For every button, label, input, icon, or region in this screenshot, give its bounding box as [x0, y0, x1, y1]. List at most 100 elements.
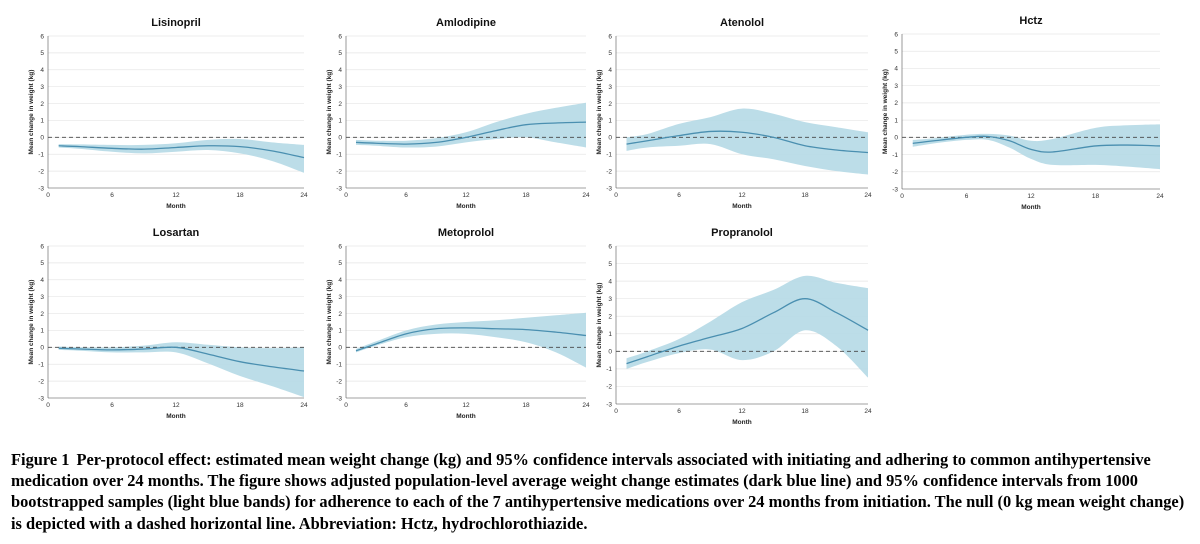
x-tick-label: 6: [110, 402, 114, 409]
x-tick-label: 18: [1092, 193, 1100, 200]
x-tick-label: 0: [344, 192, 348, 199]
x-axis-label: Month: [456, 203, 476, 210]
y-tick-label: 0: [338, 135, 342, 142]
y-tick-label: 3: [338, 294, 342, 301]
y-axis-label: Mean change in weight (kg): [596, 283, 603, 368]
y-axis-label: Mean change in weight (kg): [596, 70, 603, 155]
y-tick-label: -3: [336, 185, 342, 192]
x-tick-label: 12: [462, 402, 470, 409]
y-axis-label: Mean change in weight (kg): [326, 280, 333, 365]
y-tick-label: 5: [608, 50, 612, 57]
x-tick-label: 0: [46, 402, 50, 409]
y-tick-label: -3: [336, 395, 342, 402]
x-tick-label: 24: [300, 192, 308, 199]
figure-label: Figure 1: [11, 450, 70, 469]
x-tick-label: 12: [738, 192, 746, 199]
y-tick-label: -1: [606, 152, 612, 159]
y-tick-label: 6: [40, 243, 44, 250]
y-tick-label: 1: [894, 117, 898, 124]
y-tick-label: 6: [338, 33, 342, 40]
x-axis-label: Month: [1021, 204, 1041, 211]
x-axis-label: Month: [166, 413, 186, 420]
x-tick-label: 24: [582, 192, 590, 199]
y-tick-label: -2: [606, 384, 612, 391]
y-tick-label: 1: [338, 328, 342, 335]
y-tick-label: 4: [40, 277, 44, 284]
y-tick-label: 2: [40, 101, 44, 108]
y-tick-label: -3: [38, 395, 44, 402]
y-tick-label: -3: [892, 186, 898, 193]
x-tick-label: 6: [965, 193, 969, 200]
estimate-line: [58, 145, 305, 159]
y-tick-label: 4: [338, 277, 342, 284]
y-tick-label: -3: [38, 185, 44, 192]
y-tick-label: 2: [608, 314, 612, 321]
confidence-band: [356, 102, 586, 148]
y-tick-label: -1: [336, 362, 342, 369]
x-axis-label: Month: [456, 413, 476, 420]
y-tick-label: 6: [40, 33, 44, 40]
x-axis-label: Month: [166, 203, 186, 210]
x-tick-label: 24: [582, 402, 590, 409]
panel-title: Hctz: [1019, 15, 1043, 27]
confidence-band: [912, 124, 1160, 170]
panel-title: Metoprolol: [438, 227, 494, 239]
confidence-band: [58, 342, 304, 398]
estimate-line: [626, 298, 869, 365]
estimate-line: [355, 327, 587, 352]
x-tick-label: 18: [236, 192, 244, 199]
confidence-band: [626, 108, 868, 175]
x-tick-label: 0: [46, 192, 50, 199]
x-tick-label: 18: [522, 192, 530, 199]
x-tick-label: 12: [172, 192, 180, 199]
y-tick-label: 4: [338, 67, 342, 74]
y-tick-label: 2: [338, 101, 342, 108]
x-tick-label: 24: [864, 408, 872, 415]
y-tick-label: -3: [606, 401, 612, 408]
y-axis-label: Mean change in weight (kg): [28, 70, 35, 155]
y-tick-label: 4: [894, 66, 898, 73]
y-tick-label: 2: [608, 101, 612, 108]
x-tick-label: 6: [404, 402, 408, 409]
y-tick-label: -2: [336, 378, 342, 385]
figure-caption: Figure 1 Per-protocol effect: estimated m…: [11, 449, 1191, 534]
x-tick-label: 12: [1027, 193, 1035, 200]
y-tick-label: 3: [608, 84, 612, 91]
y-tick-label: 3: [338, 84, 342, 91]
x-tick-label: 18: [236, 402, 244, 409]
x-tick-label: 0: [344, 402, 348, 409]
y-tick-label: 5: [338, 50, 342, 57]
y-tick-label: -1: [892, 152, 898, 159]
y-tick-label: 5: [40, 260, 44, 267]
x-tick-label: 18: [801, 408, 809, 415]
panel-title: Losartan: [153, 227, 200, 239]
y-tick-label: 5: [40, 50, 44, 57]
y-tick-label: -1: [336, 152, 342, 159]
x-tick-label: 6: [677, 408, 681, 415]
y-tick-label: 1: [338, 118, 342, 125]
y-tick-label: 0: [40, 345, 44, 352]
y-tick-label: -2: [606, 168, 612, 175]
y-tick-label: 6: [608, 33, 612, 40]
y-tick-label: 2: [894, 100, 898, 107]
y-tick-label: 0: [608, 349, 612, 356]
x-tick-label: 24: [1156, 193, 1164, 200]
x-tick-label: 0: [900, 193, 904, 200]
y-tick-label: 1: [608, 118, 612, 125]
estimate-line: [58, 346, 305, 372]
panel-title: Lisinopril: [151, 17, 201, 29]
y-tick-label: 6: [338, 243, 342, 250]
y-tick-label: 4: [608, 278, 612, 285]
confidence-band: [356, 312, 586, 368]
x-tick-label: 24: [300, 402, 308, 409]
y-tick-label: -1: [606, 366, 612, 373]
x-tick-label: 0: [614, 408, 618, 415]
y-tick-label: -2: [38, 378, 44, 385]
